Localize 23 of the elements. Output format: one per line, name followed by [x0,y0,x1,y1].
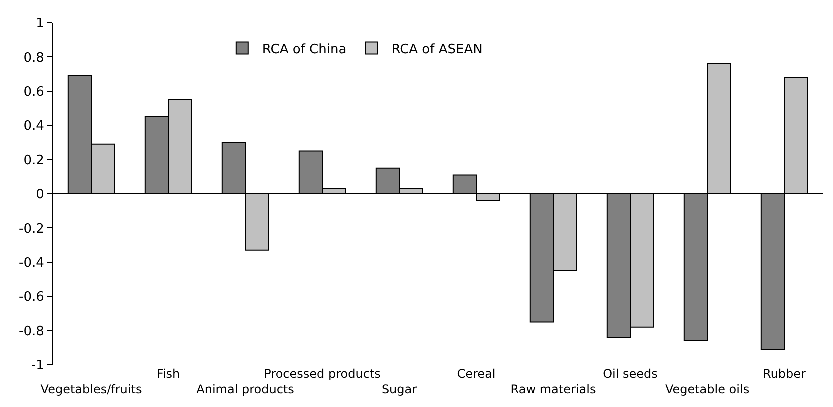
y-tick-label: -1 [31,358,44,374]
x-tick-label: Animal products [196,382,294,397]
y-tick-label: -0.4 [19,256,44,271]
y-tick-label: -0.6 [19,290,44,306]
y-tick-label: 0.8 [24,50,44,66]
y-tick-label: 0.6 [24,84,44,100]
y-tick-label: 1 [36,16,44,32]
y-tick-label: 0.4 [24,119,44,134]
x-tick-label: Processed products [264,367,381,381]
y-tick-label: -0.2 [19,222,44,237]
y-tick-label: 0.2 [24,153,44,168]
x-tick-label: Cereal [457,367,496,381]
x-tick-label: Vegetable oils [665,382,750,397]
x-tick-label: Vegetables/fruits [40,382,142,397]
y-tick-label: 0 [36,188,44,203]
x-tick-label: Oil seeds [603,367,658,381]
x-tick-label: Fish [156,367,180,381]
y-tick-label: -0.8 [19,324,44,340]
x-tick-label: Rubber [763,367,806,381]
legend-label: RCA of China [262,42,347,58]
legend-label: RCA of ASEAN [392,42,483,58]
x-tick-label: Sugar [382,382,418,397]
x-tick-label: Raw materials [510,382,596,397]
